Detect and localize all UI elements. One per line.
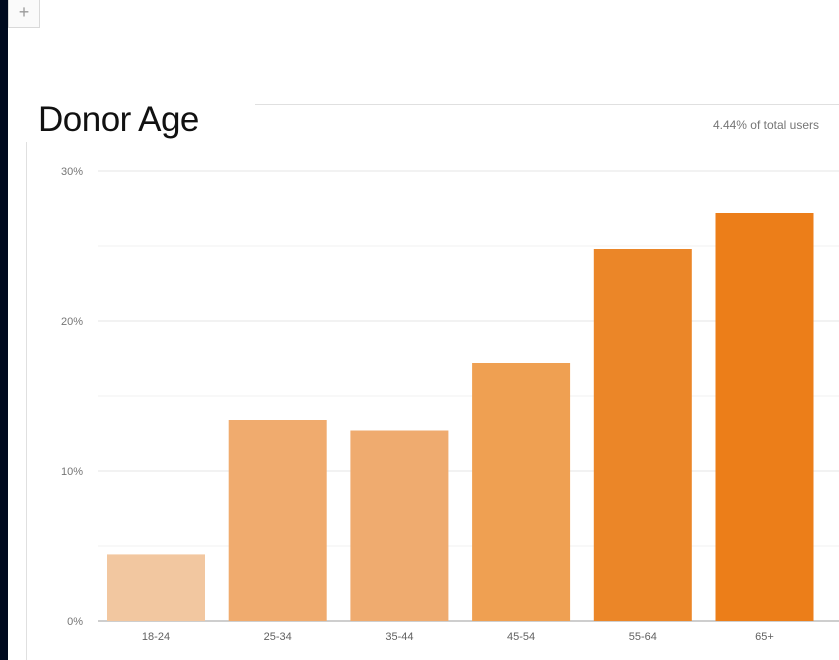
bar-18-24: [107, 554, 205, 621]
x-tick-label: 18-24: [142, 631, 170, 643]
bar-25-34: [228, 420, 327, 621]
x-tick-label: 55-64: [629, 631, 657, 643]
bar-35-44: [350, 430, 449, 621]
card-divider: [255, 104, 839, 105]
bar-55-64: [593, 249, 692, 621]
bar-65plus: [715, 213, 814, 621]
y-tick-label: 20%: [61, 316, 83, 328]
chart-left-border: [26, 142, 27, 660]
y-tick-label: 0%: [67, 616, 83, 628]
x-tick-label: 25-34: [264, 631, 292, 643]
x-tick-label: 65+: [755, 631, 774, 643]
total-users-note: 4.44% of total users: [712, 118, 819, 132]
card-title: Donor Age: [38, 100, 199, 139]
y-tick-label: 10%: [61, 466, 83, 478]
bar-45-54: [472, 363, 571, 621]
x-tick-label: 45-54: [507, 631, 535, 643]
add-button[interactable]: +: [8, 0, 40, 28]
y-tick-label: 30%: [61, 166, 83, 178]
x-tick-label: 35-44: [385, 631, 413, 643]
